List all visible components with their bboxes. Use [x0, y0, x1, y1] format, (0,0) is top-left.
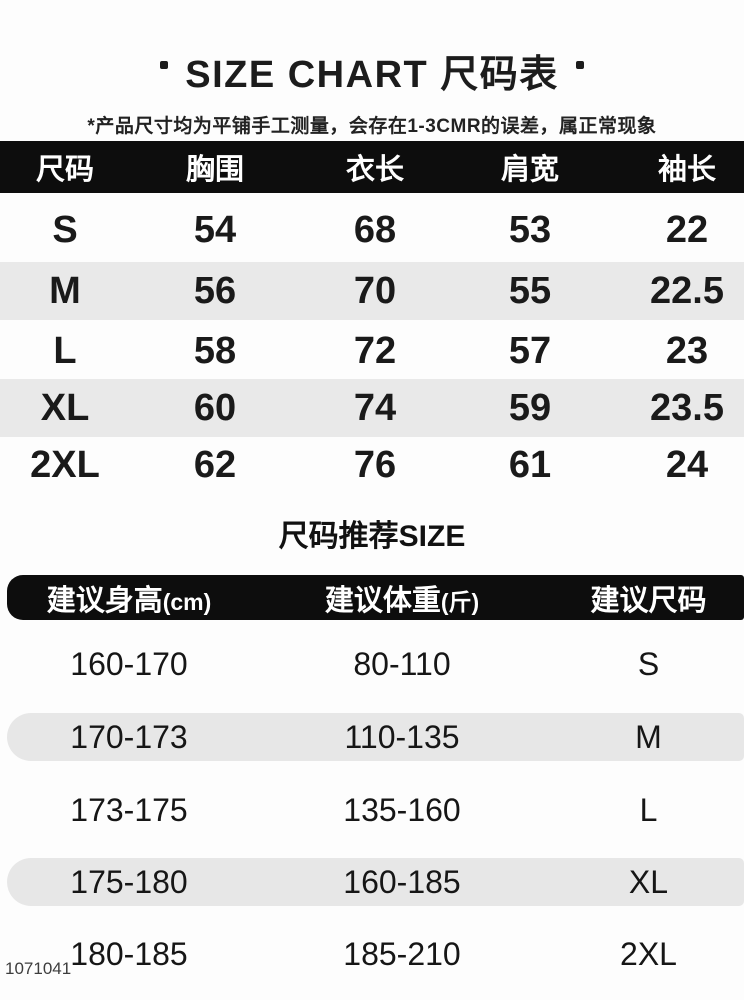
unit-label: (cm) [162, 588, 212, 615]
cell-weight: 110-135 [344, 718, 460, 755]
table-row: M 56 70 55 22.5 [0, 262, 744, 320]
page-title: SIZE CHART 尺码表 [185, 54, 559, 96]
column-header-recommended-size: 建议尺码 [590, 584, 707, 617]
cell-sleeve: 22.5 [650, 269, 724, 312]
cell-sleeve: 23.5 [650, 386, 724, 429]
title-dot-right-icon [575, 61, 584, 69]
cell-height: 175-180 [70, 863, 188, 900]
table-row: 175-180 160-185 XL [7, 858, 744, 906]
cell-height: 180-185 [70, 935, 188, 972]
cell-size: 2XL [30, 443, 100, 486]
column-header-chest: 胸围 [185, 154, 244, 186]
cell-size: S [52, 208, 78, 251]
measurement-note: *产品尺寸均为平铺手工测量，会存在1-3CMR的误差，属正常现象 [87, 116, 657, 137]
column-header-length: 衣长 [345, 154, 404, 186]
cell-shoulder: 57 [508, 329, 552, 372]
table-row: 180-185 185-210 2XL [7, 930, 744, 978]
cell-chest: 60 [193, 386, 237, 429]
cell-chest: 56 [193, 269, 237, 312]
page-header: SIZE CHART 尺码表 [0, 52, 744, 98]
column-header-size: 尺码 [35, 154, 94, 186]
cell-height: 160-170 [70, 645, 188, 682]
table-row: S 54 68 53 22 [0, 201, 744, 259]
title-dot-left-icon [160, 61, 169, 69]
cell-size: XL [40, 386, 90, 429]
cell-length: 74 [353, 386, 397, 429]
cell-shoulder: 53 [508, 208, 552, 251]
table-row: 160-170 80-110 S [7, 640, 744, 688]
cell-recommended-size: L [639, 791, 658, 828]
cell-recommended-size: XL [628, 863, 669, 900]
cell-sleeve: 24 [665, 443, 709, 486]
cell-height: 170-173 [70, 718, 188, 755]
cell-sleeve: 22 [665, 208, 709, 251]
table-row: L 58 72 57 23 [0, 322, 744, 380]
cell-chest: 62 [193, 443, 237, 486]
recommend-table-header: 建议身高(cm) 建议体重(斤) 建议尺码 [7, 575, 744, 620]
size-table-header: 尺码 胸围 衣长 肩宽 袖长 [0, 141, 744, 193]
cell-sleeve: 23 [665, 329, 709, 372]
recommend-section-title: 尺码推荐SIZE [278, 520, 466, 553]
cell-length: 70 [353, 269, 397, 312]
cell-shoulder: 61 [508, 443, 552, 486]
table-row: 170-173 110-135 M [7, 713, 744, 761]
table-row: 173-175 135-160 L [7, 786, 744, 834]
cell-shoulder: 59 [508, 386, 552, 429]
column-header-height: 建议身高(cm) [46, 584, 212, 617]
column-header-shoulder: 肩宽 [500, 154, 559, 186]
cell-shoulder: 55 [508, 269, 552, 312]
cell-weight: 135-160 [343, 791, 461, 828]
cell-recommended-size: S [637, 645, 660, 682]
cell-height: 173-175 [70, 791, 188, 828]
cell-size: M [49, 269, 81, 312]
cell-weight: 160-185 [343, 863, 461, 900]
watermark-id: 1071041 [5, 959, 72, 978]
cell-chest: 54 [193, 208, 237, 251]
column-header-sleeve: 袖长 [657, 154, 716, 186]
table-row: 2XL 62 76 61 24 [0, 436, 744, 494]
cell-weight: 185-210 [343, 935, 461, 972]
cell-size: L [53, 329, 77, 372]
cell-length: 76 [353, 443, 397, 486]
table-row: XL 60 74 59 23.5 [0, 379, 744, 437]
column-header-weight: 建议体重(斤) [324, 584, 480, 617]
cell-recommended-size: 2XL [620, 935, 677, 972]
cell-weight: 80-110 [353, 645, 451, 682]
cell-length: 72 [353, 329, 397, 372]
page-right-margin [744, 0, 750, 1000]
cell-chest: 58 [193, 329, 237, 372]
cell-length: 68 [353, 208, 397, 251]
unit-label: (斤) [440, 588, 480, 615]
cell-recommended-size: M [635, 718, 662, 755]
